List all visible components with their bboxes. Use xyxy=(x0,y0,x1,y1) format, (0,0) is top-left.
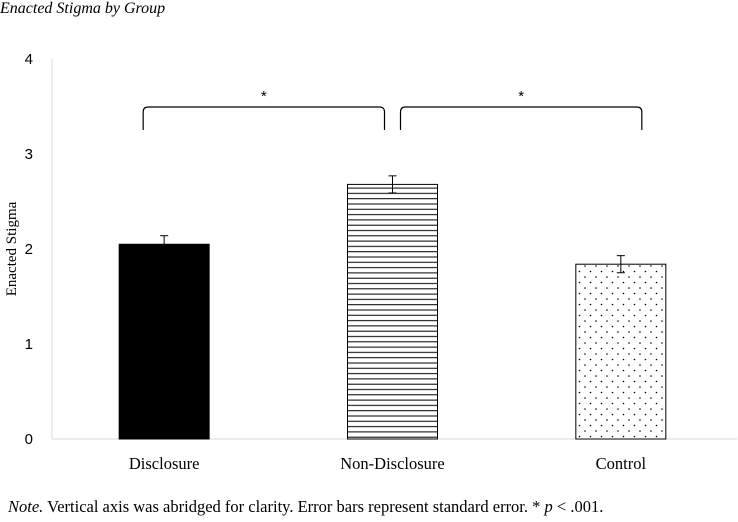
significance-bracket xyxy=(399,106,643,130)
error-bars xyxy=(160,175,625,274)
bar xyxy=(575,263,667,440)
note-p: p xyxy=(544,497,553,516)
bar xyxy=(347,183,438,440)
y-tick-label: 1 xyxy=(25,336,33,353)
x-tick-label: Control xyxy=(596,454,647,473)
y-tick-label: 4 xyxy=(25,51,33,68)
x-tick-label: Non-Disclosure xyxy=(340,454,444,473)
bars xyxy=(118,183,667,440)
y-tick-label: 2 xyxy=(25,241,33,258)
bar xyxy=(118,243,210,440)
y-tick-label: 3 xyxy=(25,146,33,163)
note-body: Vertical axis was abridged for clarity. … xyxy=(43,497,545,516)
labels: 0 1 2 3 4 Disclosure Non-Disclosure Control Enac… xyxy=(4,51,646,473)
significance-label: * xyxy=(518,88,524,105)
significance-label: * xyxy=(261,88,267,105)
chart-title: Enacted Stigma by Group xyxy=(0,0,166,17)
bar-chart: 0 1 2 3 4 Disclosure Non-Disclosure Control Enac… xyxy=(4,51,737,473)
significance-bracket xyxy=(142,106,386,130)
y-axis-title: Enacted Stigma xyxy=(4,201,20,296)
note-prefix: Note. xyxy=(8,497,44,516)
y-tick-label: 0 xyxy=(25,431,33,448)
x-tick-label: Disclosure xyxy=(129,454,200,473)
note-text: Note. Vertical axis was abridged for cla… xyxy=(8,497,603,517)
significance-brackets xyxy=(142,106,643,130)
note-suffix: < .001. xyxy=(552,497,604,516)
